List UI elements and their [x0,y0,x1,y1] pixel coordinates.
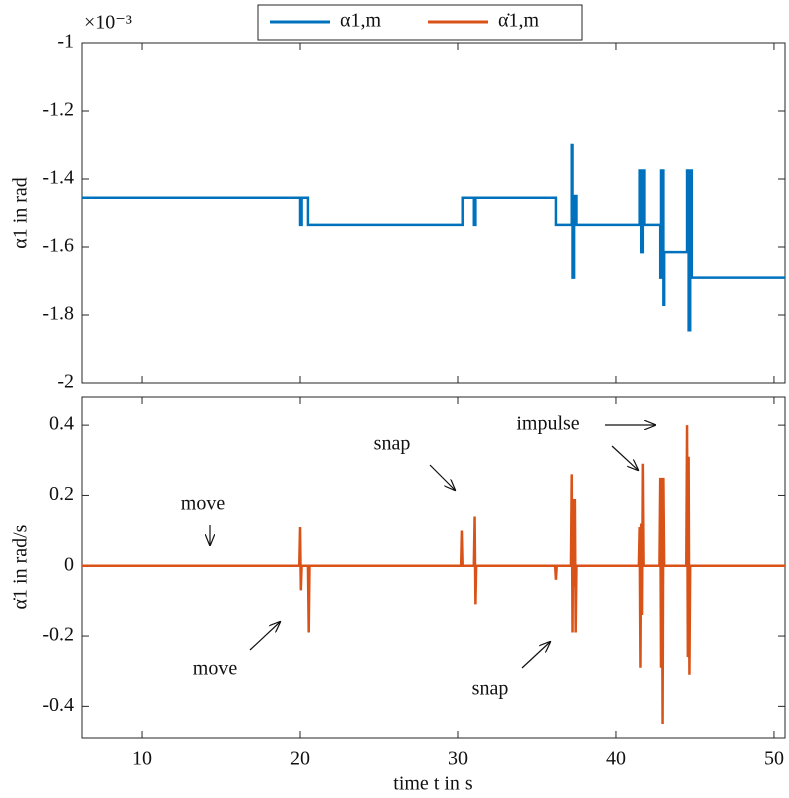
y-axis-label: α̇1 in rad/s [10,524,32,609]
y-exponent: ×10⁻³ [84,12,132,34]
y-tick-label: -1.2 [42,99,74,121]
line-series [82,143,785,332]
x-tick-label: 50 [764,748,784,770]
y-tick-label: -1.4 [42,167,74,189]
top-axes-box [81,42,786,384]
x-tick-label: 30 [448,748,468,770]
legend-label: α̇1,m [498,10,539,32]
y-tick-label: -1.6 [42,235,74,257]
x-tick-label: 20 [290,748,310,770]
arrow [521,642,550,669]
annotation: move [193,658,238,680]
arrow [249,622,280,651]
annotation: snap [472,678,509,700]
arrow [429,464,455,490]
annotation: snap [374,433,411,455]
y-tick-label: -2 [57,371,74,393]
annotation: move [181,493,226,515]
line-series [82,425,785,724]
legend-label: α1,m [340,10,381,32]
y-tick-label: -0.4 [42,694,74,716]
y-axis-label: α1 in rad [10,177,32,249]
y-tick-label: 0.4 [49,413,74,435]
annotation: impulse [516,413,579,435]
x-axis-label: time t in s [393,773,473,795]
y-tick-label: -1 [57,31,74,53]
arrow [611,445,638,470]
bottom-axes-box [81,396,786,739]
x-tick-label: 40 [606,748,626,770]
y-tick-label: 0.2 [49,483,74,505]
y-tick-label: -1.8 [42,303,74,325]
y-tick-label: 0 [64,553,74,575]
y-tick-label: -0.2 [42,624,74,646]
x-tick-label: 10 [132,748,152,770]
